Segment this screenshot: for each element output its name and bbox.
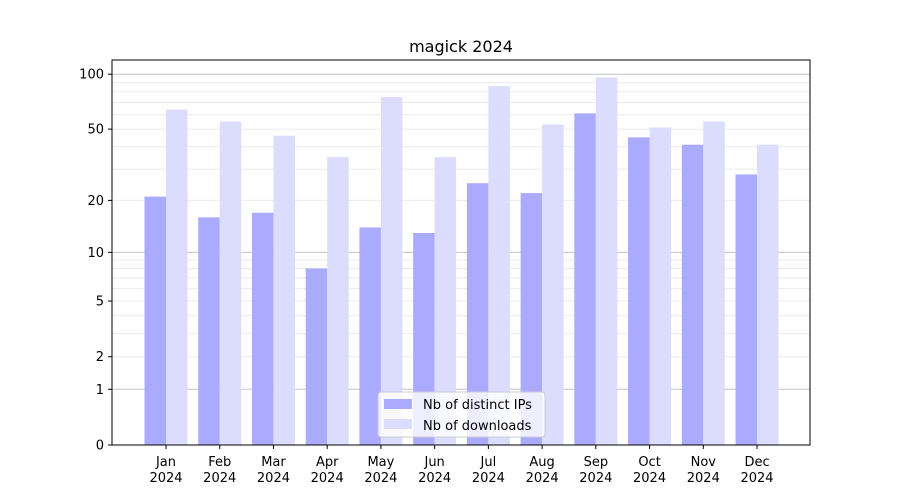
x-tick-label: Dec: [744, 455, 769, 470]
legend: Nb of distinct IPs Nb of downloads: [377, 391, 546, 438]
bar-distinct-ips: [305, 268, 328, 445]
bars: [144, 77, 779, 446]
y-tick-label: 100: [79, 68, 104, 83]
legend-swatch-ips: [384, 399, 412, 409]
bar-distinct-ips: [144, 196, 166, 445]
y-tick-label: 5: [96, 295, 104, 310]
chart-title: magick 2024: [409, 37, 513, 56]
bar-downloads: [380, 97, 403, 445]
x-tick-label: Apr: [316, 455, 339, 470]
x-tick-label: Feb: [208, 455, 231, 470]
bar-downloads: [327, 157, 349, 445]
y-tick-label: 1: [96, 383, 104, 398]
bar-distinct-ips: [735, 174, 758, 446]
bar-distinct-ips: [520, 193, 543, 445]
legend-swatch-downloads: [384, 419, 412, 429]
x-tick-label: Nov: [691, 455, 717, 470]
x-tick-label: Jun: [423, 455, 444, 470]
y-axis: 0 1 2 5 10 20 50 100: [79, 68, 112, 454]
bar-downloads: [595, 77, 618, 445]
bar-distinct-ips: [251, 212, 274, 445]
y-tick-label: 10: [87, 246, 104, 261]
x-tick-label: 2024: [633, 471, 666, 486]
bar-downloads: [542, 124, 564, 446]
bar-distinct-ips: [198, 217, 220, 445]
legend-label-downloads: Nb of downloads: [423, 419, 532, 434]
x-tick-label: 2024: [740, 471, 773, 486]
bar-downloads: [649, 127, 672, 446]
x-tick-label: 2024: [687, 471, 720, 486]
x-tick-label: Aug: [529, 455, 554, 470]
bar-downloads: [488, 86, 510, 446]
bar-downloads: [703, 121, 725, 446]
x-tick-label: 2024: [579, 471, 612, 486]
bar-downloads: [166, 109, 188, 446]
x-tick-label: Jan: [155, 455, 176, 470]
x-tick-label: 2024: [257, 471, 290, 486]
bar-downloads: [219, 121, 242, 446]
bar-distinct-ips: [628, 137, 650, 445]
y-tick-label: 0: [96, 439, 104, 454]
x-tick-label: May: [367, 455, 394, 470]
x-tick-label: 2024: [149, 471, 182, 486]
bar-distinct-ips: [359, 227, 381, 445]
x-tick-label: 2024: [364, 471, 397, 486]
x-tick-label: Sep: [584, 455, 609, 470]
bar-downloads: [757, 144, 779, 445]
y-tick-label: 50: [87, 123, 104, 138]
legend-label-ips: Nb of distinct IPs: [423, 398, 532, 413]
x-tick-label: 2024: [203, 471, 236, 486]
bar-distinct-ips: [574, 113, 596, 446]
y-tick-label: 20: [87, 194, 104, 209]
x-tick-label: Jul: [480, 455, 497, 470]
x-tick-label: Oct: [638, 455, 660, 470]
bar-distinct-ips: [466, 183, 489, 446]
bar-downloads: [434, 157, 457, 445]
x-tick-label: Mar: [261, 455, 286, 470]
bar-distinct-ips: [681, 144, 704, 445]
y-tick-label: 2: [96, 350, 104, 365]
bar-downloads: [273, 135, 295, 445]
x-tick-label: 2024: [311, 471, 344, 486]
x-tick-label: 2024: [418, 471, 451, 486]
x-axis: Jan2024Feb2024Mar2024Apr2024May2024Jun20…: [149, 445, 774, 486]
x-tick-label: 2024: [526, 471, 559, 486]
x-tick-label: 2024: [472, 471, 505, 486]
